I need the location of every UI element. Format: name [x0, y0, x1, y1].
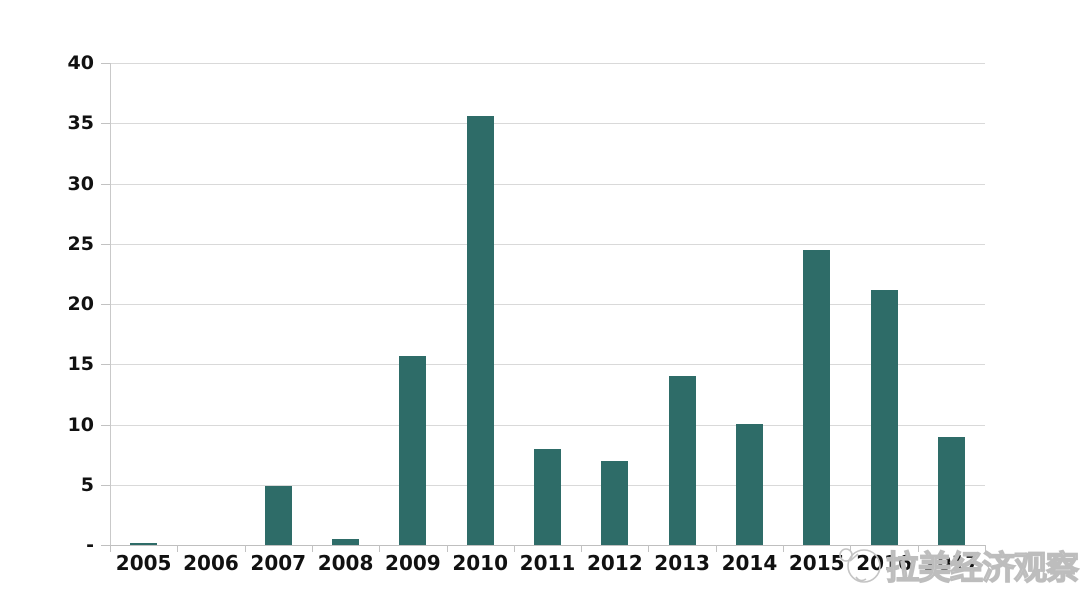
- x-axis-label: 2011: [519, 551, 576, 575]
- bar-2009: [399, 356, 427, 545]
- x-axis-tick: [581, 545, 583, 552]
- y-axis-tick: [101, 63, 110, 64]
- y-axis-label: 35: [67, 112, 94, 135]
- y-axis-tick: [101, 123, 110, 125]
- x-axis-tick: [648, 545, 650, 552]
- y-axis-tick: [101, 484, 110, 486]
- x-axis-label: 2007: [250, 551, 307, 575]
- bar-2015: [803, 250, 831, 545]
- x-axis-tick: [379, 545, 381, 552]
- bar-2008: [332, 539, 360, 545]
- x-axis-label: 2006: [183, 551, 239, 575]
- x-axis-tick: [783, 545, 785, 552]
- y-axis-tick: [101, 424, 110, 426]
- y-axis-label: 15: [67, 353, 94, 376]
- x-axis-label: 2005: [115, 551, 172, 575]
- y-axis-label: 30: [67, 172, 94, 195]
- y-axis-label: -: [86, 534, 94, 556]
- x-axis-label: 2017: [923, 551, 980, 575]
- x-axis-tick: [244, 545, 246, 552]
- x-axis-tick: [715, 545, 717, 552]
- x-axis-label: 2014: [721, 551, 778, 575]
- gridline: [110, 63, 985, 64]
- gridline: [110, 424, 985, 426]
- bar-2013: [668, 376, 696, 545]
- x-axis-label: 2010: [452, 551, 509, 575]
- y-axis-tick: [101, 304, 110, 305]
- y-axis-label: 40: [67, 52, 94, 74]
- x-axis-tick: [177, 545, 179, 552]
- bar-2016: [870, 290, 898, 545]
- x-axis-label: 2015: [788, 551, 845, 575]
- gridline: [110, 364, 985, 366]
- y-axis-tick: [101, 364, 110, 366]
- x-axis-tick: [110, 545, 111, 552]
- bar-2005: [130, 543, 158, 545]
- x-axis-tick: [917, 545, 919, 552]
- gridline: [110, 243, 985, 245]
- x-axis-label: 2012: [586, 551, 643, 575]
- bar-2017: [937, 437, 965, 545]
- x-axis-label: 2016: [856, 551, 912, 575]
- y-axis-label: 25: [67, 232, 94, 255]
- gridline: [110, 123, 985, 125]
- bar-2010: [466, 116, 494, 545]
- bar-2007: [264, 486, 292, 545]
- x-axis-label: 2009: [385, 551, 441, 575]
- y-axis-tick: [101, 243, 110, 245]
- x-axis-label: 2013: [654, 551, 710, 575]
- x-axis-tick: [513, 545, 515, 552]
- x-axis-label: 2008: [317, 551, 374, 575]
- y-axis-label: 20: [67, 293, 94, 315]
- bar-2012: [601, 461, 629, 545]
- y-axis-tick: [101, 183, 110, 185]
- y-axis-label: 5: [80, 473, 94, 496]
- x-axis-line: [101, 545, 985, 546]
- x-axis-tick: [985, 545, 986, 552]
- y-axis-label: 10: [67, 413, 94, 436]
- x-axis-tick: [446, 545, 448, 552]
- x-axis-tick: [850, 545, 852, 552]
- bar-2014: [735, 424, 763, 545]
- gridline: [110, 183, 985, 185]
- gridline: [110, 304, 985, 305]
- bar-2011: [534, 449, 561, 545]
- y-axis-line: [110, 63, 111, 545]
- x-axis-tick: [311, 545, 313, 552]
